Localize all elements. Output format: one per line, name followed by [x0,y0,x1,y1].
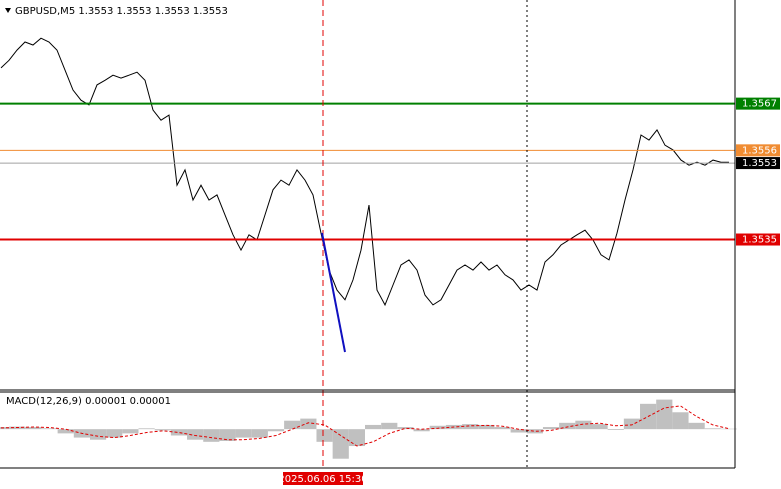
label-layer: 1.3567 1.3556 1.3535 1.3553 2025.06.06 15:30 [278,97,780,485]
macd-bar [0,427,10,430]
macd-bar [672,412,689,430]
macd-bar [720,428,738,430]
macd-bar [235,429,252,438]
macd-bar [57,429,74,434]
macd-bar [267,429,285,432]
macd-bar [122,429,139,434]
macd-bar [251,429,268,438]
level-label: 1.3535 [742,235,777,246]
level-label: 1.3556 [742,145,777,156]
collapse-icon [5,8,11,13]
macd-bar [41,428,58,430]
macd-bar [365,424,382,430]
macd-bar [170,429,188,436]
chart-title: GBPUSD,M5 1.3553 1.3553 1.3553 1.3553 [15,6,228,17]
macd-bar [656,399,673,430]
macd-bar [25,427,42,430]
cursor-time-box [283,472,363,485]
macd-bar [688,422,705,430]
macd-bar [187,429,204,440]
macd-bar [284,420,301,430]
macd-bar [381,422,398,430]
trend-line [321,232,346,353]
macd-bar [316,429,333,442]
last-price-box [736,157,780,170]
macd-bar [332,429,349,459]
level-label-box [736,233,780,246]
macd-bar [413,429,430,432]
macd-bar [429,425,446,430]
macd-bar [478,424,495,430]
macd-bar [526,429,543,434]
macd-bar [397,427,414,430]
plot-layer [0,37,738,459]
macd-bar [106,429,123,438]
price-line [0,37,729,307]
macd-bar [704,428,721,430]
macd-bar [542,427,560,430]
macd-bar [510,429,527,433]
macd-bar [623,418,641,430]
macd-bar [575,420,592,430]
macd-bar [559,422,576,430]
macd-bar [348,429,365,447]
macd-title: MACD(12,26,9) 0.00001 0.00001 [6,396,171,407]
macd-bar [203,429,220,442]
macd-bar [219,429,236,441]
macd-bar [154,429,171,431]
macd-bar [462,424,479,430]
cursor-time-label: 2025.06.06 15:30 [278,474,367,485]
macd-bar [89,429,107,440]
signal-line [0,405,730,447]
macd-bar [591,424,608,430]
macd-bar [138,428,155,430]
level-label-box [736,144,780,157]
last-price-label: 1.3553 [742,158,777,169]
level-label: 1.3567 [742,99,777,110]
macd-bar [494,427,511,430]
level-label-box [736,97,780,110]
macd-bar [300,418,317,430]
macd-bar [607,429,624,430]
